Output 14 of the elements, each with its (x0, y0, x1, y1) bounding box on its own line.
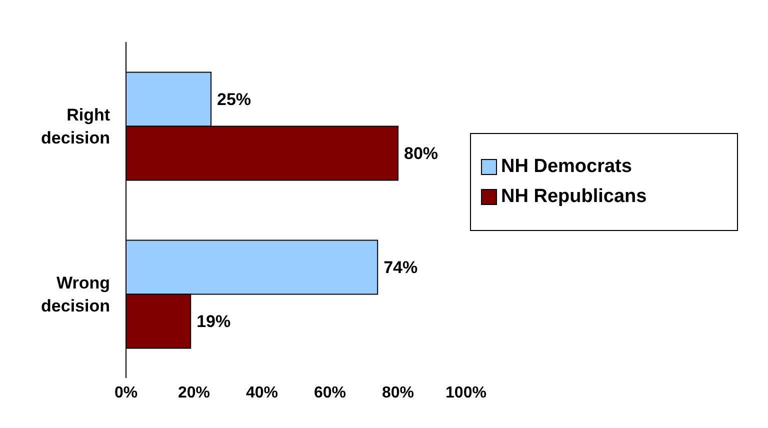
legend-label: NH Democrats (501, 156, 632, 178)
x-tick-label: 20% (178, 384, 210, 402)
y-tick-label: Right decision (41, 106, 110, 148)
x-tick-label: 100% (446, 384, 486, 402)
data-label: 19% (196, 312, 231, 332)
y-tick-label: Wrong decision (41, 274, 110, 316)
x-tick-label: 0% (114, 384, 138, 402)
x-tick-label: 60% (314, 384, 346, 402)
data-label: 80% (404, 144, 438, 164)
legend-label: NH Republicans (501, 186, 647, 208)
x-tick-label: 40% (246, 384, 278, 402)
data-label: 74% (384, 258, 418, 278)
x-tick-label: 80% (382, 384, 414, 402)
data-label: 25% (217, 90, 252, 110)
